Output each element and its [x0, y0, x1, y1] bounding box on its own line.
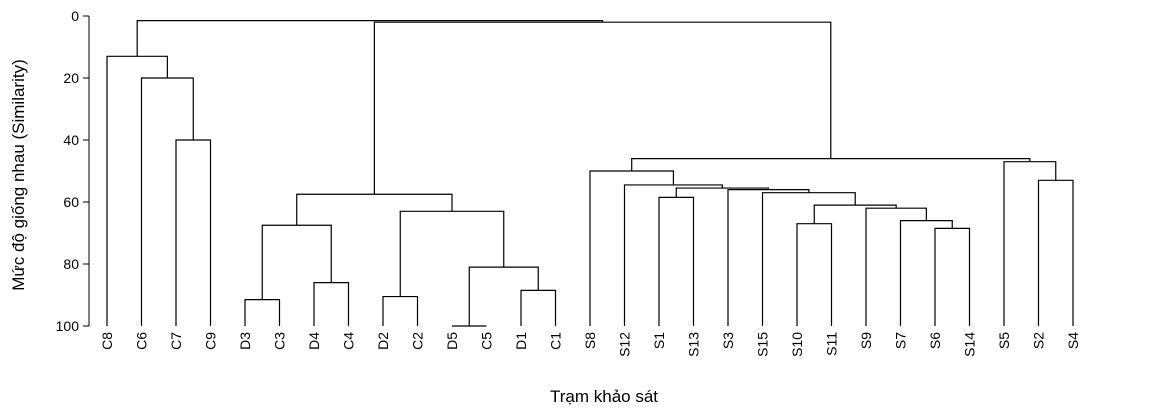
dendrogram-link-m19: [761, 192, 856, 326]
y-axis-title: Mức độ giống nhau (Similarity): [9, 59, 28, 291]
dendrogram-link-m4: [244, 299, 281, 326]
leaf-label-s12: S12: [617, 332, 633, 357]
dendrogram-link-m22: [623, 184, 723, 326]
leaf-label-d4: D4: [306, 332, 322, 350]
leaf-label-c8: C8: [99, 332, 115, 350]
dendrogram-link-m12: [296, 193, 453, 226]
dendrogram-link-m11: [399, 210, 505, 297]
leaf-label-s4: S4: [1065, 332, 1081, 349]
leaf-label-s2: S2: [1031, 332, 1047, 349]
dendrogram-tree: [106, 20, 1074, 327]
leaf-label-s6: S6: [927, 332, 943, 349]
leaf-label-c1: C1: [548, 332, 564, 350]
y-tick-label: 100: [56, 318, 80, 334]
leaf-label-s3: S3: [720, 332, 736, 349]
leaf-label-s1: S1: [651, 332, 667, 349]
y-tick-label: 80: [63, 256, 79, 272]
y-tick-label: 60: [63, 194, 79, 210]
leaf-labels: C8 C6 C7 C9 D3 C3 D4 C4 D2 C2 D5 C5 D1 C1 S8 S12 S1 S13 S3…: [99, 332, 1081, 357]
dendrogram-link-m7: [382, 295, 419, 326]
leaf-label-c6: C6: [134, 332, 150, 350]
leaf-label-s9: S9: [858, 332, 874, 349]
leaf-label-s8: S8: [582, 332, 598, 349]
dendrogram-link-m13: [658, 196, 695, 326]
leaf-label-c3: C3: [272, 332, 288, 350]
dendrogram-link-m6: [261, 224, 332, 300]
dendrogram-link-m15: [934, 227, 971, 326]
dendrogram-link-m2: [140, 77, 194, 326]
leaf-label-s11: S11: [824, 332, 840, 356]
dendrogram-link-m3: [106, 55, 168, 326]
leaf-label-d2: D2: [375, 332, 391, 350]
dendrogram-link-m10: [468, 266, 539, 326]
leaf-label-s7: S7: [893, 332, 909, 349]
leaf-label-d1: D1: [513, 332, 529, 350]
dendrogram-link-m27: [373, 21, 832, 195]
leaf-label-s14: S14: [962, 332, 978, 357]
dendrogram-link-m17: [865, 207, 927, 326]
leaf-label-s13: S13: [686, 332, 702, 357]
leaf-label-s5: S5: [996, 332, 1012, 349]
y-tick-label: 40: [63, 132, 79, 148]
dendrogram-link-m23: [589, 170, 675, 326]
dendrogram-link-m25: [1003, 161, 1057, 326]
leaf-label-c2: C2: [410, 332, 426, 350]
y-tick-label: 20: [63, 70, 79, 86]
dendrogram-link-m28: [136, 20, 604, 57]
dendrogram-link-m1: [175, 139, 212, 326]
leaf-label-s10: S10: [789, 332, 805, 357]
leaf-label-c9: C9: [203, 332, 219, 350]
leaf-label-c5: C5: [479, 332, 495, 350]
x-axis-title: Trạm khảo sát: [550, 387, 658, 406]
leaf-label-s15: S15: [755, 332, 771, 357]
dendrogram-link-m24: [1037, 179, 1074, 326]
leaf-label-d3: D3: [237, 332, 253, 350]
leaf-label-c7: C7: [168, 332, 184, 350]
y-axis: 0 20 40 60 80 100: [56, 8, 90, 334]
leaf-label-d5: D5: [444, 332, 460, 350]
dendrogram-link-m9: [520, 289, 557, 326]
dendrogram-link-m14: [796, 223, 833, 326]
dendrogram-link-m26: [631, 158, 1031, 171]
leaf-label-c4: C4: [341, 332, 357, 350]
y-tick-label: 0: [71, 8, 79, 24]
dendrogram-link-m16: [899, 220, 953, 326]
dendrogram-link-m5: [313, 282, 350, 326]
